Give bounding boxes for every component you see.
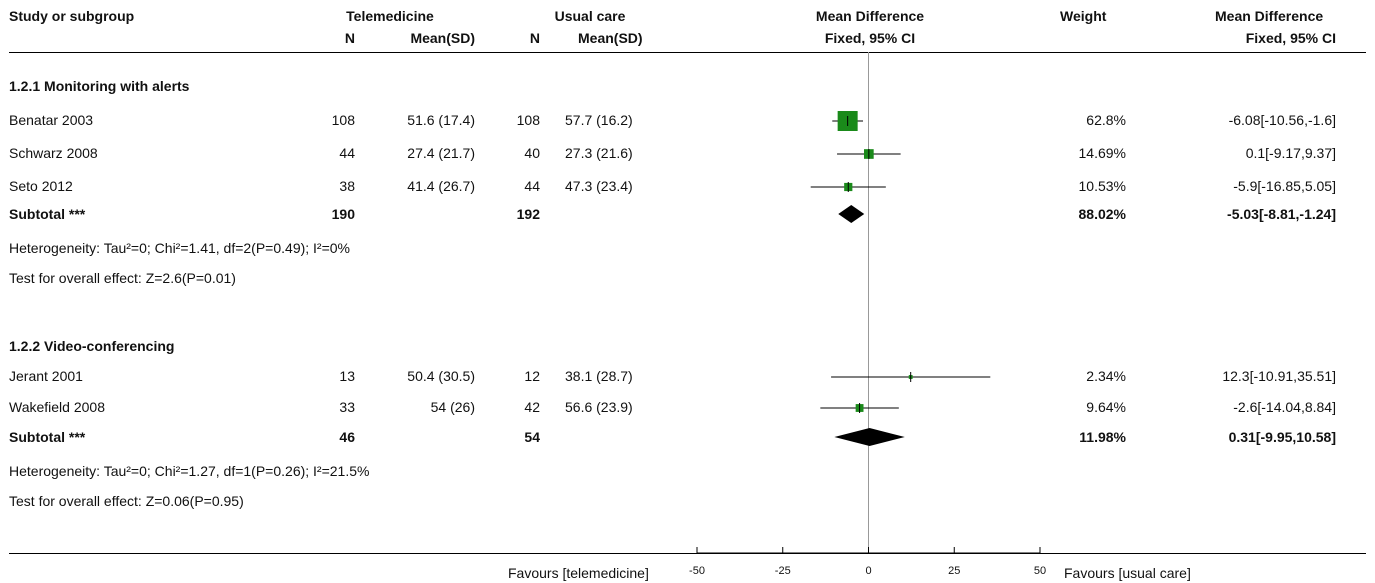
study-name: Benatar 2003 bbox=[9, 112, 94, 128]
subtotal-weight: 11.98% bbox=[1079, 429, 1126, 445]
x-tick-label: 50 bbox=[1034, 565, 1046, 577]
header-rule bbox=[9, 52, 1366, 53]
subtotal-ci: 0.31[-9.95,10.58] bbox=[1228, 429, 1336, 445]
study-mean2: 47.3 (23.4) bbox=[565, 178, 633, 194]
study-weight: 62.8% bbox=[1086, 112, 1126, 128]
subgroup-title: 1.2.1 Monitoring with alerts bbox=[9, 78, 190, 94]
study-weight: 14.69% bbox=[1078, 145, 1126, 161]
header-n1: N bbox=[344, 30, 355, 46]
study-n1: 38 bbox=[339, 178, 355, 194]
header-md2: Mean Difference bbox=[1215, 8, 1324, 24]
study-n2: 44 bbox=[524, 178, 540, 194]
study-n1: 33 bbox=[339, 399, 355, 415]
study-n2: 12 bbox=[524, 368, 540, 384]
study-mean1: 51.6 (17.4) bbox=[407, 112, 475, 128]
study-name: Schwarz 2008 bbox=[9, 145, 98, 161]
study-weight: 2.34% bbox=[1086, 368, 1126, 384]
study-ci: -5.9[-16.85,5.05] bbox=[1233, 178, 1336, 194]
study-mean2: 56.6 (23.9) bbox=[565, 399, 633, 415]
footer-rule bbox=[9, 553, 1366, 554]
subtotal-ci: -5.03[-8.81,-1.24] bbox=[1227, 206, 1336, 222]
subtotal-n2: 54 bbox=[524, 429, 540, 445]
study-mean1: 41.4 (26.7) bbox=[407, 178, 475, 194]
subtotal-n2: 192 bbox=[516, 206, 540, 222]
header-md: Mean Difference bbox=[815, 8, 925, 24]
study-mean2: 57.7 (16.2) bbox=[565, 112, 633, 128]
study-n1: 44 bbox=[339, 145, 355, 161]
study-mean1: 54 (26) bbox=[430, 399, 475, 415]
study-n1: 108 bbox=[331, 112, 355, 128]
header-meansd1: Mean(SD) bbox=[410, 30, 475, 46]
subtotal-label: Subtotal *** bbox=[9, 429, 86, 445]
study-n2: 42 bbox=[524, 399, 540, 415]
header-group1: Telemedicine bbox=[346, 8, 434, 24]
study-ci: -2.6[-14.04,8.84] bbox=[1233, 399, 1336, 415]
header-method2: Fixed, 95% CI bbox=[1245, 30, 1336, 46]
header-meansd2: Mean(SD) bbox=[578, 30, 643, 46]
study-weight: 10.53% bbox=[1078, 178, 1126, 194]
x-tick-label: 25 bbox=[948, 565, 960, 577]
overall-effect-text: Test for overall effect: Z=2.6(P=0.01) bbox=[9, 270, 236, 286]
subtotal-diamond bbox=[834, 428, 905, 446]
study-ci: 12.3[-10.91,35.51] bbox=[1222, 368, 1336, 384]
study-weight: 9.64% bbox=[1086, 399, 1126, 415]
heterogeneity-text: Heterogeneity: Tau²=0; Chi²=1.41, df=2(P… bbox=[9, 240, 351, 256]
favours-left-label: Favours [telemedicine] bbox=[508, 565, 649, 581]
favours-right-label: Favours [usual care] bbox=[1064, 565, 1191, 581]
subtotal-diamond bbox=[838, 205, 865, 223]
study-mean2: 38.1 (28.7) bbox=[565, 368, 633, 384]
overall-effect-text: Test for overall effect: Z=0.06(P=0.95) bbox=[9, 493, 244, 509]
x-tick-label: 0 bbox=[866, 565, 872, 577]
header-weight: Weight bbox=[1060, 8, 1107, 24]
study-mean2: 27.3 (21.6) bbox=[565, 145, 633, 161]
header-group2: Usual care bbox=[554, 8, 626, 24]
header-method: Fixed, 95% CI bbox=[824, 30, 916, 46]
study-n2: 40 bbox=[524, 145, 540, 161]
x-tick-label: -25 bbox=[775, 565, 791, 577]
study-n1: 13 bbox=[339, 368, 355, 384]
subtotal-n1: 46 bbox=[339, 429, 355, 445]
study-name: Jerant 2001 bbox=[9, 368, 83, 384]
header-study: Study or subgroup bbox=[9, 8, 135, 24]
subtotal-label: Subtotal *** bbox=[9, 206, 86, 222]
study-ci: -6.08[-10.56,-1.6] bbox=[1228, 112, 1336, 128]
study-n2: 108 bbox=[516, 112, 540, 128]
header-n2: N bbox=[529, 30, 540, 46]
study-mean1: 27.4 (21.7) bbox=[407, 145, 475, 161]
study-name: Wakefield 2008 bbox=[9, 399, 105, 415]
subtotal-weight: 88.02% bbox=[1078, 206, 1126, 222]
study-name: Seto 2012 bbox=[9, 178, 73, 194]
subtotal-n1: 190 bbox=[331, 206, 355, 222]
study-mean1: 50.4 (30.5) bbox=[407, 368, 475, 384]
subgroup-title: 1.2.2 Video-conferencing bbox=[9, 338, 175, 354]
heterogeneity-text: Heterogeneity: Tau²=0; Chi²=1.27, df=1(P… bbox=[9, 463, 370, 479]
x-tick-label: -50 bbox=[689, 565, 705, 577]
study-ci: 0.1[-9.17,9.37] bbox=[1245, 145, 1336, 161]
